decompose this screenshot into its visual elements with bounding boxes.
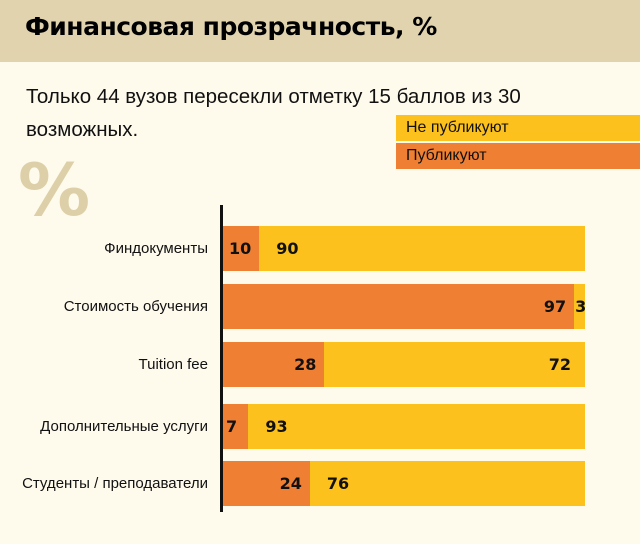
header-band: Финансовая прозрачность, % (0, 0, 640, 62)
value-label-publish: 28 (294, 355, 317, 374)
bar-not-publish (324, 342, 585, 387)
category-label: Дополнительные услуги (40, 418, 208, 435)
legend-label-not-publish: Не публикуют (406, 119, 509, 136)
bar-publish (223, 404, 249, 449)
y-axis-line (220, 205, 223, 512)
category-label: Tuition fee (138, 356, 209, 373)
value-label-publish: 24 (279, 474, 302, 493)
value-label-not-publish: 3 (575, 297, 587, 316)
bar-not-publish (309, 461, 585, 506)
legend-not-publish: Не публикуют (396, 115, 640, 141)
value-label-not-publish: 76 (326, 474, 350, 493)
bar-not-publish (574, 284, 585, 329)
category-label: Финдокументы (104, 240, 208, 257)
bar-publish (223, 461, 310, 506)
value-label-publish: 7 (226, 417, 238, 436)
value-label-not-publish: 72 (548, 355, 571, 374)
percent-watermark-icon: % (18, 148, 91, 232)
bar-not-publish (248, 404, 585, 449)
value-label-publish: 10 (228, 239, 252, 258)
value-label-not-publish: 93 (265, 417, 288, 436)
bar-not-publish (259, 226, 585, 271)
bar-publish (223, 226, 260, 271)
value-label-not-publish: 90 (276, 239, 299, 258)
legend-label-publish: Публикуют (406, 147, 487, 164)
category-label: Стоимость обучения (63, 298, 208, 315)
subtitle: Только 44 вузов пересекли отметку 15 бал… (26, 85, 521, 141)
legend-publish: Публикуют (396, 143, 640, 169)
bar-publish (223, 342, 325, 387)
category-label: Студенты / преподаватели (22, 475, 208, 492)
value-label-publish: 97 (543, 297, 567, 316)
page-title: Финансовая прозрачность, % (25, 12, 437, 41)
bar-publish (223, 284, 575, 329)
